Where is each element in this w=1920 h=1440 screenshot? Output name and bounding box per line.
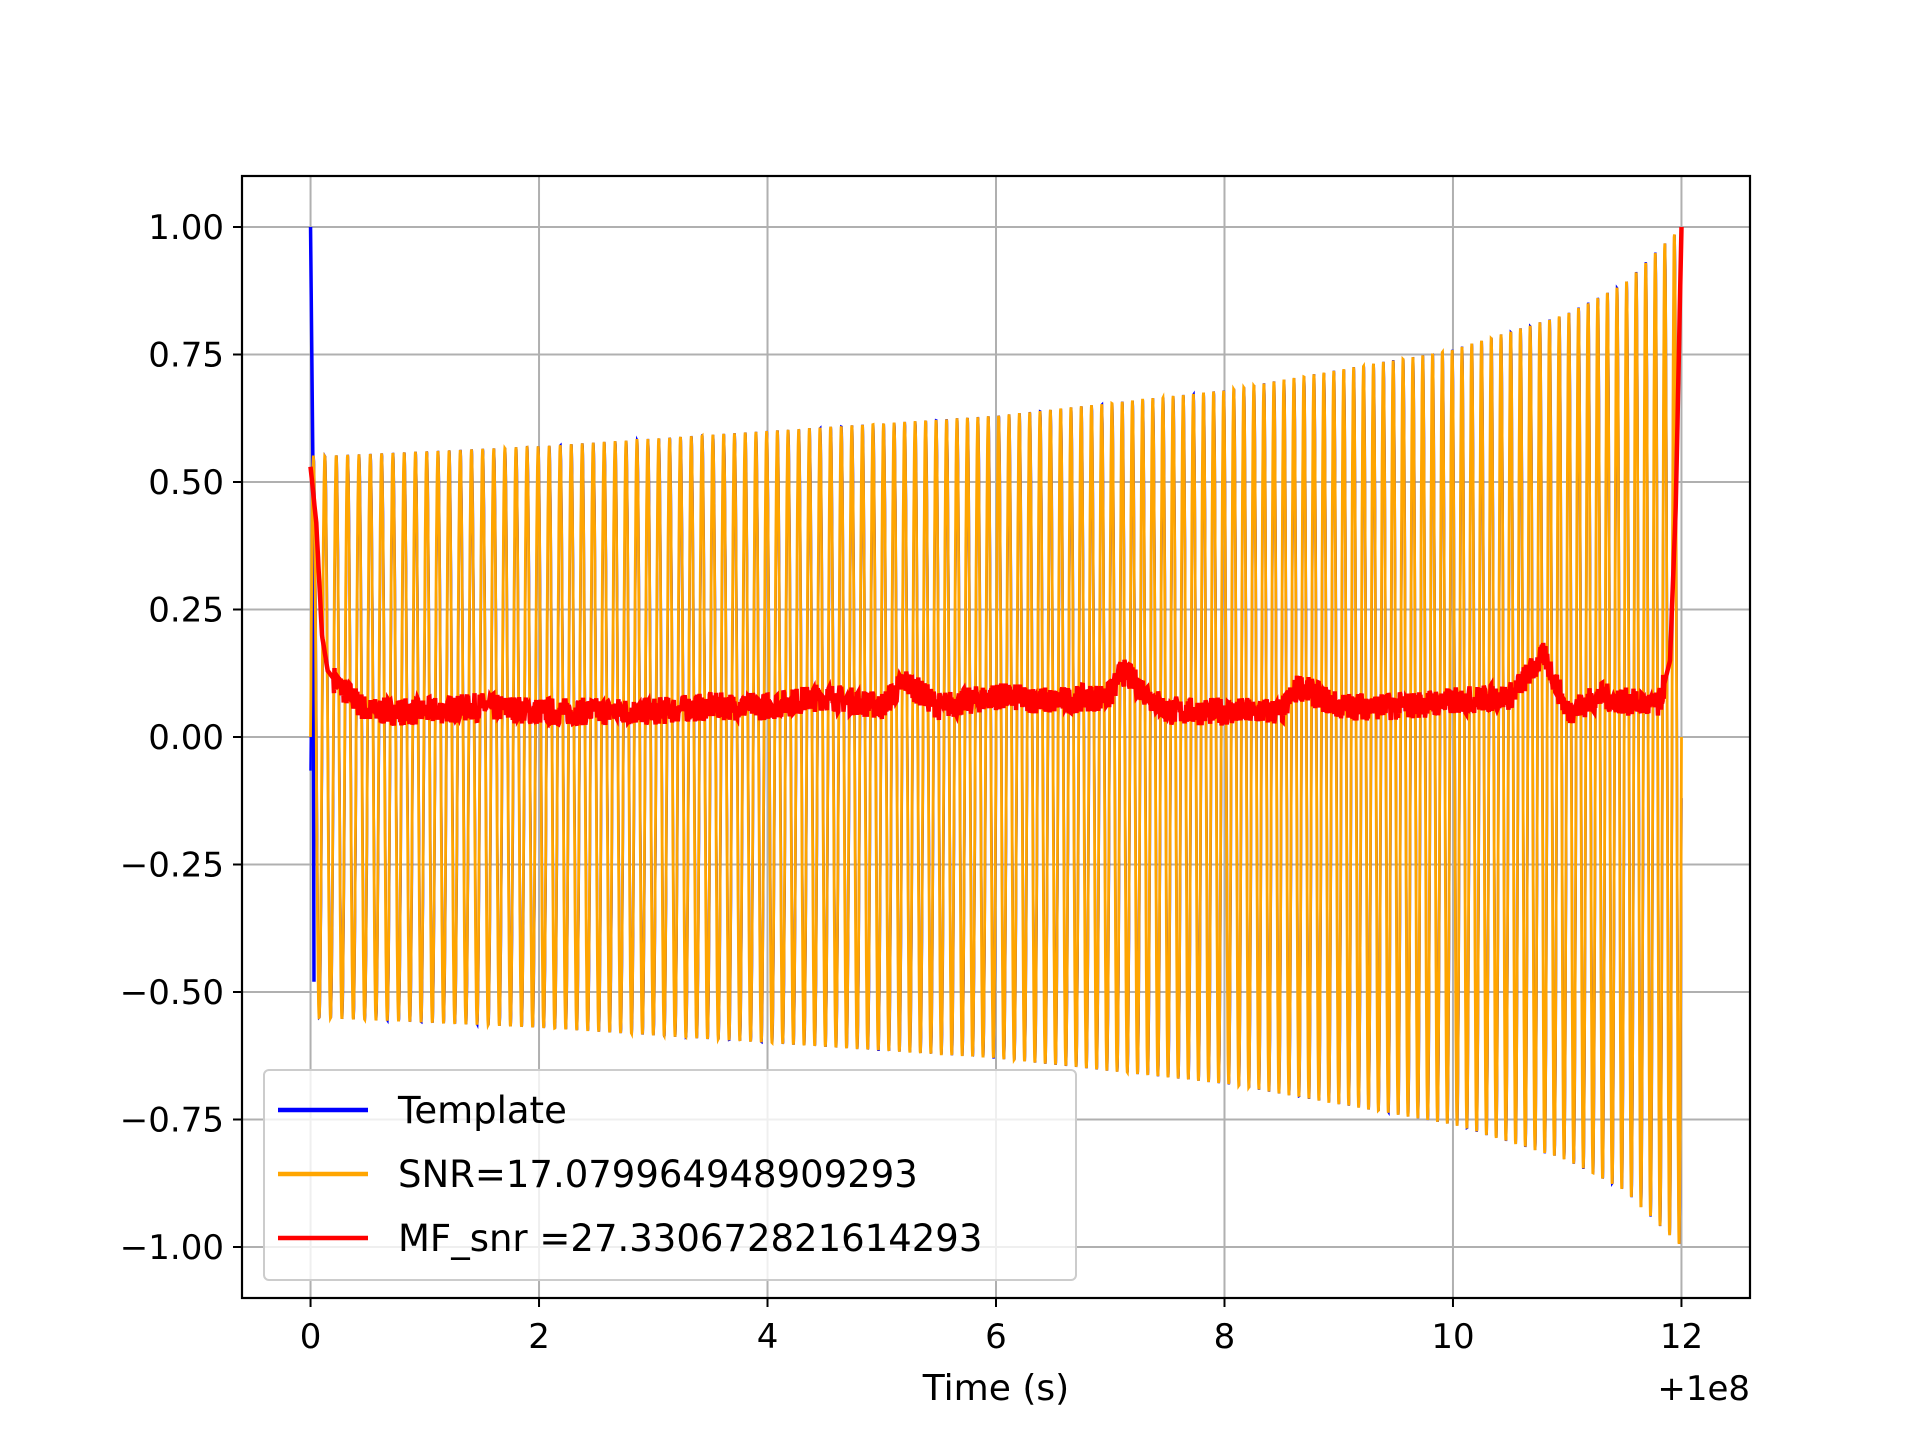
legend-box [263, 1069, 1077, 1281]
x-tick-label: 2 [528, 1317, 550, 1357]
legend-label: Template [397, 1089, 567, 1132]
mf-snr-series-line [308, 226, 1684, 729]
x-tick-label: 8 [1214, 1317, 1236, 1357]
y-tick-label: −1.00 [120, 1228, 224, 1268]
x-tick-label: 10 [1431, 1317, 1474, 1357]
legend-label: MF_snr =27.330672821614293 [398, 1217, 982, 1260]
x-offset-text: +1e8 [1657, 1369, 1750, 1409]
y-tick-label: 0.00 [148, 718, 224, 758]
y-tick-label: −0.75 [120, 1101, 224, 1141]
legend-label: SNR=17.079964948909293 [398, 1153, 918, 1196]
x-tick-label: 6 [985, 1317, 1007, 1357]
x-tick-label: 4 [757, 1317, 779, 1357]
snr-series-line [309, 234, 1683, 1245]
x-tick-label: 0 [300, 1317, 322, 1357]
legend: Template SNR=17.079964948909293 MF_snr =27… [263, 1069, 1077, 1281]
plot-series [308, 226, 1684, 1245]
y-tick-label: −0.25 [120, 846, 224, 886]
y-tick-label: 0.50 [148, 463, 224, 503]
y-tick-label: 0.75 [148, 336, 224, 376]
y-tick-label: 0.25 [148, 591, 224, 631]
y-tick-label: −0.50 [120, 973, 224, 1013]
x-axis-label: Time (s) [922, 1368, 1069, 1409]
y-tick-label: 1.00 [148, 208, 224, 248]
axis-ticks: 0 2 4 6 8 10 12 −1.00 −0.75 −0.50 −0.25 0.00 0.25 0.5… [120, 208, 1703, 1357]
x-tick-label: 12 [1660, 1317, 1703, 1357]
